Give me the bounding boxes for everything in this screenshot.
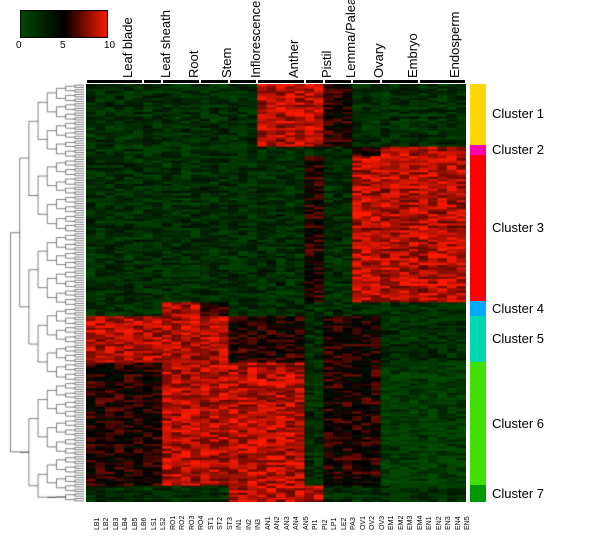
sample-label: IN1: [236, 519, 243, 530]
sample-label: LB2: [103, 518, 110, 530]
sample-label: PA3: [350, 517, 357, 530]
sample-label: EN2: [436, 516, 443, 530]
sample-label: PI1: [312, 519, 319, 530]
sample-label: RO2: [179, 516, 186, 530]
sample-label: LB4: [122, 518, 129, 530]
sample-label: LE2: [341, 518, 348, 530]
sample-label: AN2: [274, 516, 281, 530]
sample-label: LB5: [132, 518, 139, 530]
sample-label: EN3: [445, 516, 452, 530]
sample-label: IN3: [255, 519, 262, 530]
sample-label: ST3: [227, 517, 234, 530]
sample-label: LS1: [151, 518, 158, 530]
sample-labels: LB1LB2LB3LB4LB5LB6LS1LS2RO1RO2RO3RO4ST1S…: [0, 0, 600, 554]
sample-label: ST1: [208, 517, 215, 530]
sample-label: LB3: [113, 518, 120, 530]
sample-label: AN5: [303, 516, 310, 530]
sample-label: EM2: [398, 516, 405, 530]
sample-label: PI2: [322, 519, 329, 530]
sample-label: RO3: [189, 516, 196, 530]
sample-label: EN5: [464, 516, 471, 530]
sample-label: EM4: [417, 516, 424, 530]
sample-label: EM1: [388, 516, 395, 530]
sample-label: IN2: [246, 519, 253, 530]
sample-label: EN1: [426, 516, 433, 530]
sample-label: OV3: [379, 516, 386, 530]
sample-label: EN4: [455, 516, 462, 530]
sample-label: ST2: [217, 517, 224, 530]
sample-label: RO4: [198, 516, 205, 530]
sample-label: OV1: [360, 516, 367, 530]
sample-label: EM3: [407, 516, 414, 530]
sample-label: RO1: [170, 516, 177, 530]
sample-label: LB6: [141, 518, 148, 530]
sample-label: LP1: [331, 518, 338, 530]
sample-label: AN3: [284, 516, 291, 530]
sample-label: AN1: [265, 516, 272, 530]
sample-label: LS2: [160, 518, 167, 530]
sample-label: AN4: [293, 516, 300, 530]
sample-label: OV2: [369, 516, 376, 530]
sample-label: LB1: [94, 518, 101, 530]
